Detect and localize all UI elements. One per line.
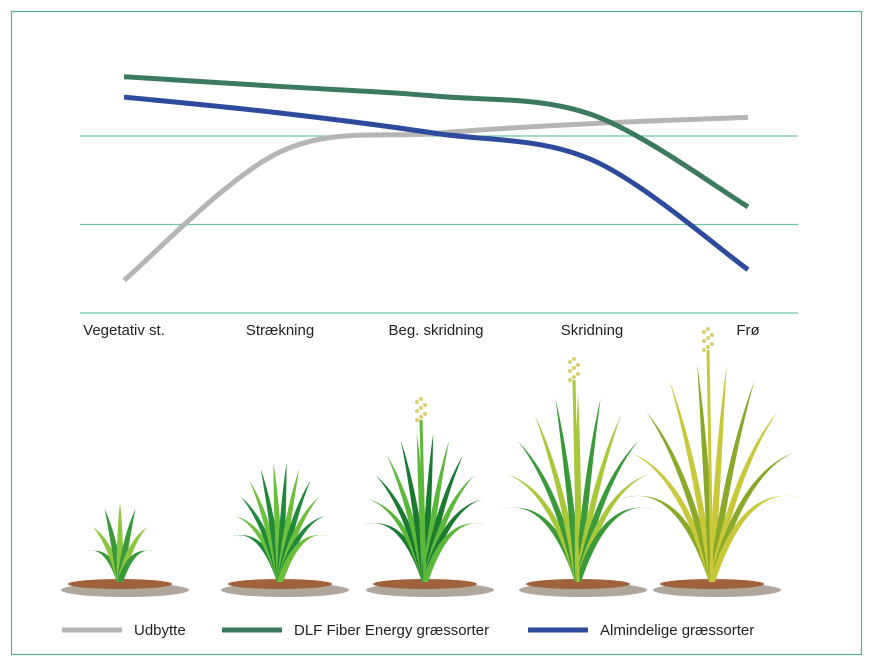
x-tick-label: Skridning: [561, 322, 624, 339]
plant-leaf: [422, 440, 450, 582]
soil: [68, 579, 172, 589]
frame: [10, 10, 863, 656]
x-tick-label: Beg. skridning: [388, 322, 483, 339]
plant-leaf: [669, 380, 715, 582]
legend-label: DLF Fiber Energy græssorter: [294, 622, 489, 639]
soil: [660, 579, 764, 589]
seed-head: [419, 406, 423, 410]
seed-head: [415, 418, 419, 422]
plant-leaf: [277, 535, 330, 582]
soil: [373, 579, 477, 589]
plant-illustrations: [61, 327, 803, 597]
plant-leaf: [575, 507, 656, 582]
seed-head: [423, 412, 427, 416]
seed-head: [415, 400, 419, 404]
plant-leaf: [555, 397, 581, 582]
seed-head: [706, 327, 710, 331]
legend-label: Udbytte: [134, 622, 186, 639]
seed-head: [572, 357, 576, 361]
plant-leaf: [87, 550, 123, 582]
plant-leaf: [575, 397, 601, 582]
seed-head: [419, 415, 423, 419]
seed-head: [706, 336, 710, 340]
seed-head: [706, 345, 710, 349]
seed-head: [572, 375, 576, 379]
x-tick-label: Vegetativ st.: [83, 322, 165, 339]
seed-head: [568, 378, 572, 382]
seed-head: [702, 348, 706, 352]
soil: [526, 579, 630, 589]
seed-head: [710, 342, 714, 346]
seed-head: [568, 369, 572, 373]
x-tick-label: Strækning: [246, 322, 314, 339]
plant-stem: [706, 349, 714, 583]
seed-head: [423, 403, 427, 407]
line-series: [123, 94, 750, 272]
seed-head: [415, 409, 419, 413]
seed-head: [572, 366, 576, 370]
plant-stem: [419, 419, 427, 583]
seed-head: [419, 397, 423, 401]
plant-leaf: [117, 508, 136, 582]
seed-head: [710, 333, 714, 337]
x-tick-label: Frø: [736, 322, 759, 339]
line-series: [123, 74, 750, 209]
soil: [228, 579, 332, 589]
plant-leaf: [375, 475, 428, 582]
seed-head: [568, 360, 572, 364]
seed-head: [576, 372, 580, 376]
plant-leaf: [709, 364, 727, 582]
plant-leaf: [422, 523, 487, 582]
plant-stem: [572, 379, 580, 583]
legend-label: Almindelige græssorter: [600, 622, 754, 639]
plant-leaf: [534, 414, 581, 582]
seed-head: [576, 363, 580, 367]
plant-leaf: [240, 496, 283, 582]
plant-leaf: [709, 380, 755, 582]
plant-leaf: [386, 455, 428, 582]
seed-head: [702, 339, 706, 343]
plant-leaf: [709, 495, 803, 582]
seed-head: [702, 330, 706, 334]
plant-leaf: [117, 550, 153, 582]
